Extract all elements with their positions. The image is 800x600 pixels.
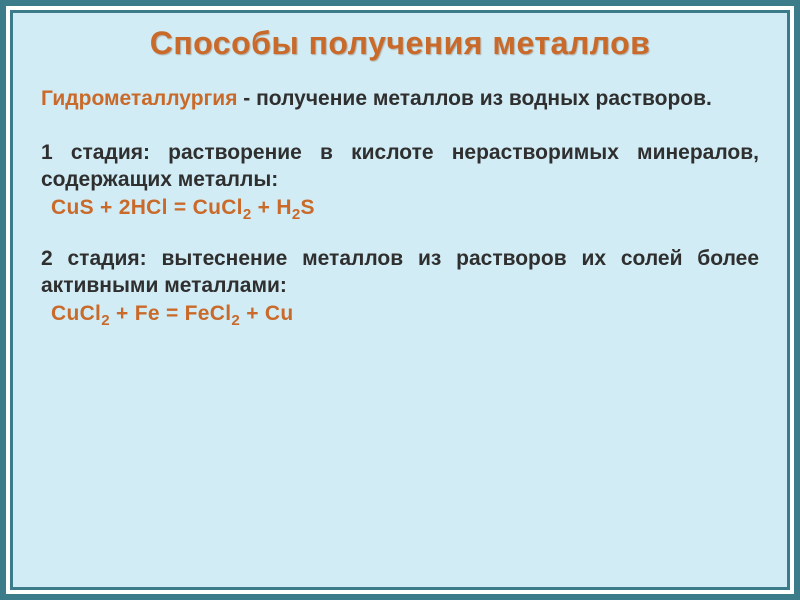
inner-panel: Способы получения металлов Гидрометаллур… bbox=[10, 10, 790, 590]
definition-paragraph: Гидрометаллургия - получение металлов из… bbox=[41, 86, 759, 112]
slide-title: Способы получения металлов bbox=[41, 25, 759, 62]
stage2-formula: CuCl2 + Fe = FeCl2 + Cu bbox=[51, 302, 759, 326]
definition-separator: - bbox=[237, 87, 256, 110]
outer-frame: Способы получения металлов Гидрометаллур… bbox=[0, 0, 800, 600]
definition-term: Гидрометаллургия bbox=[41, 87, 237, 110]
stage1-text: 1 стадия: растворение в кислоте нераство… bbox=[41, 140, 759, 194]
stage1-formula: CuS + 2HCl = CuCl2 + H2S bbox=[51, 196, 759, 220]
stage2-text: 2 стадия: вытеснение металлов из раствор… bbox=[41, 246, 759, 300]
definition-rest: получение металлов из водных растворов. bbox=[256, 87, 712, 110]
